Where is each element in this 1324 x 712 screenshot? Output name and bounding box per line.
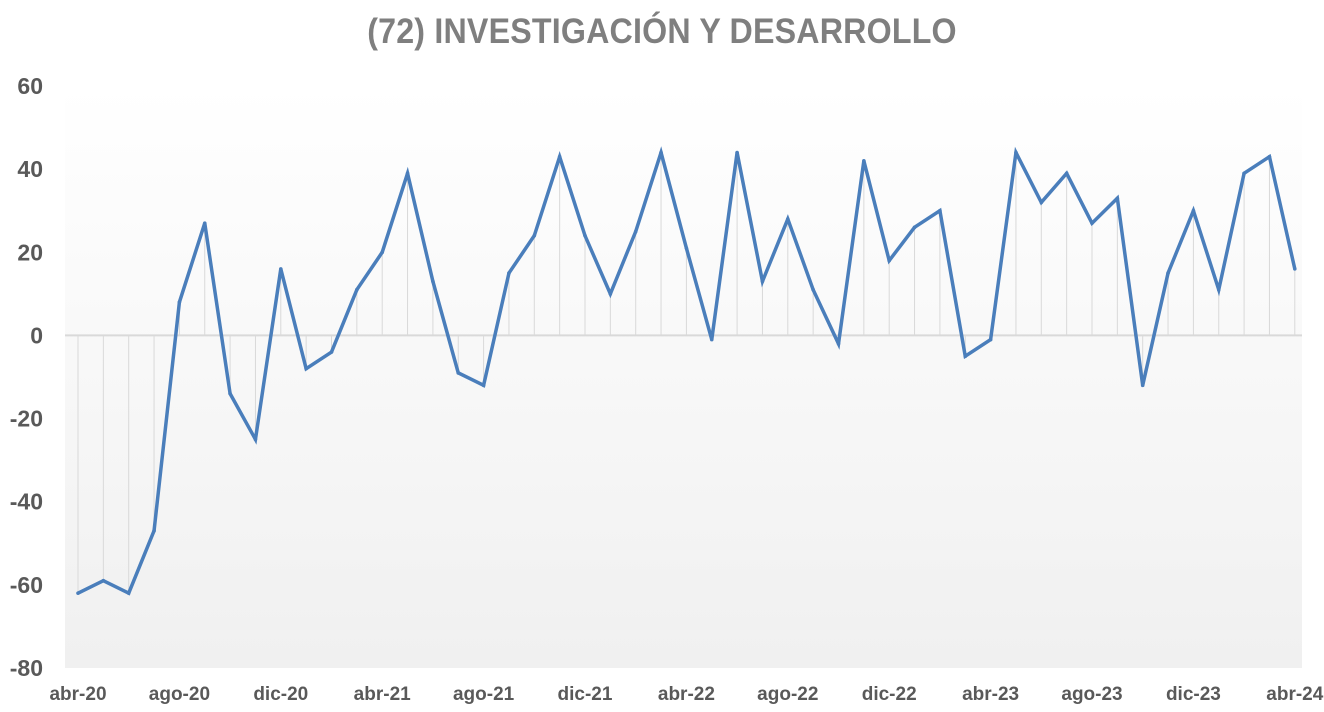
data-point [836, 341, 841, 346]
data-point [1267, 154, 1272, 159]
data-point [456, 371, 461, 375]
data-point [760, 279, 765, 284]
data-point [101, 578, 106, 583]
y-tick-label: 20 [17, 239, 43, 265]
y-tick-label: -80 [10, 655, 43, 681]
data-point [76, 591, 80, 595]
data-point [659, 150, 663, 155]
x-tick-label: ago-21 [453, 684, 515, 705]
data-point [1064, 171, 1069, 176]
data-point [1242, 171, 1246, 176]
data-point [380, 250, 385, 255]
data-point [735, 150, 739, 155]
x-tick-label: abr-20 [49, 684, 106, 705]
y-tick-label: -40 [10, 489, 43, 515]
data-point [1039, 200, 1044, 205]
data-point [126, 591, 131, 595]
x-tick-label: ago-20 [149, 684, 210, 705]
data-point [1293, 267, 1297, 271]
y-tick-label: 60 [17, 73, 43, 99]
x-tick-label: dic-23 [1166, 684, 1221, 705]
data-point [152, 529, 156, 533]
data-point [1014, 150, 1018, 155]
x-tick-label: abr-21 [354, 684, 411, 705]
chart-title: (72) INVESTIGACIÓN Y DESARROLLO [367, 12, 957, 51]
data-point [1166, 271, 1170, 275]
data-point [1090, 221, 1094, 225]
x-tick-label: dic-20 [253, 684, 308, 705]
x-tick-label: abr-23 [962, 684, 1019, 705]
data-point [1191, 208, 1196, 213]
x-tick-label: dic-21 [558, 684, 613, 705]
data-points [76, 150, 1297, 595]
y-axis: 60 40 20 0 -20 -40 -60 -80 [10, 73, 43, 681]
data-point [1140, 383, 1145, 388]
data-point [1115, 196, 1120, 201]
x-tick-label: abr-24 [1266, 684, 1323, 705]
data-point [709, 337, 714, 342]
data-point [912, 225, 917, 230]
data-point [228, 391, 232, 396]
y-tick-label: 0 [30, 322, 43, 348]
y-tick-label: -20 [10, 406, 43, 432]
data-point [279, 267, 283, 271]
y-tick-label: -60 [10, 572, 43, 598]
data-point [557, 154, 562, 159]
data-point [202, 221, 207, 225]
data-point [583, 233, 587, 238]
data-point [608, 292, 613, 296]
data-point [988, 337, 993, 342]
data-point [811, 287, 815, 292]
data-point [1216, 287, 1221, 292]
data-point [253, 437, 258, 442]
data-point [938, 208, 942, 213]
data-point [786, 217, 790, 221]
x-tick-label: dic-22 [862, 684, 917, 705]
data-point [431, 279, 435, 284]
data-point [507, 271, 511, 275]
data-point [304, 366, 308, 371]
data-point [684, 246, 689, 250]
y-tick-label: 40 [17, 156, 43, 182]
data-point [481, 383, 486, 388]
data-point [887, 258, 891, 263]
x-axis: abr-20 ago-20 dic-20 abr-21 ago-21 dic-21 abr-… [49, 684, 1323, 705]
data-point [405, 171, 410, 176]
data-point [862, 159, 866, 163]
data-point [355, 287, 359, 292]
x-tick-label: abr-22 [658, 684, 715, 705]
x-tick-label: ago-22 [757, 684, 818, 705]
drop-lines [77, 152, 1296, 594]
data-point [177, 300, 182, 304]
x-tick-label: ago-23 [1061, 684, 1122, 705]
data-point [963, 354, 968, 359]
data-point [329, 350, 334, 354]
plot-area [65, 86, 1302, 668]
data-point [532, 233, 537, 238]
data-point [633, 229, 638, 234]
